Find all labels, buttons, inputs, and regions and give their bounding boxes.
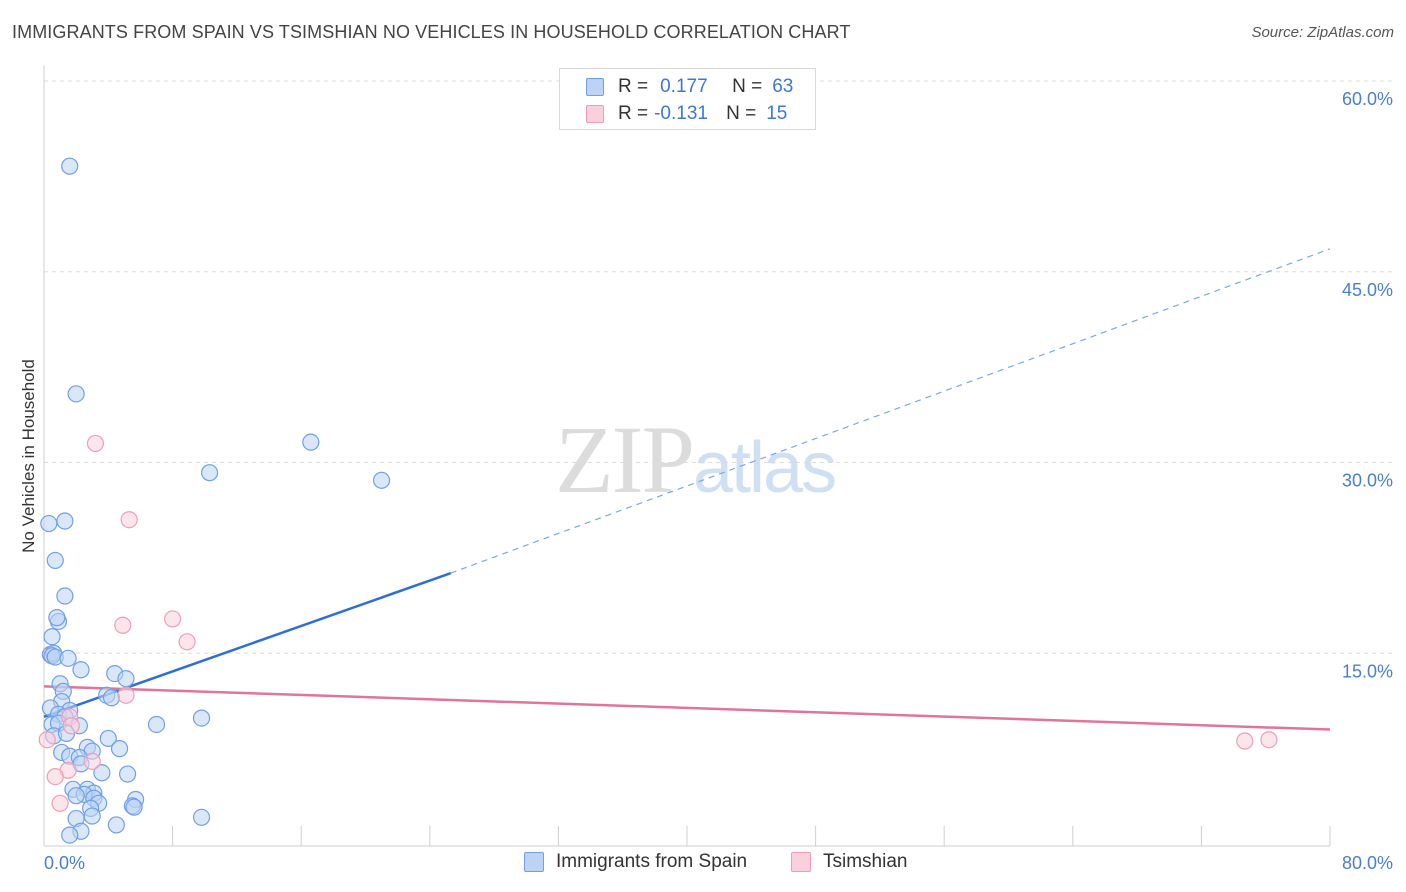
data-point-tsimshian [62, 717, 80, 735]
legend-swatch-tsimshian [586, 105, 604, 123]
data-point-spain [99, 729, 117, 748]
data-point-tsimshian [46, 768, 64, 786]
data-point-spain [61, 157, 79, 175]
data-point-spain [72, 661, 90, 679]
x-tick-label-min: 0.0% [44, 853, 85, 873]
data-point-spain [192, 709, 211, 727]
data-point-tsimshian [120, 511, 138, 529]
data-points [38, 157, 1278, 844]
data-point-spain [102, 689, 121, 707]
trend-line-spain-extension [450, 248, 1331, 574]
legend-n-label: N = [726, 103, 757, 124]
data-point-tsimshian [164, 610, 182, 628]
bottom-legend-label-spain: Immigrants from Spain [556, 851, 748, 872]
legend-n-value: 15 [766, 103, 788, 124]
legend-n-label: N = [732, 76, 763, 97]
data-point-spain [67, 385, 85, 403]
legend-row-spain: R = 0.177 N = 63 [586, 75, 793, 99]
data-point-spain [118, 765, 137, 783]
data-point-spain [200, 464, 219, 482]
source-label: Source: ZipAtlas.com [1251, 24, 1394, 41]
data-point-spain [40, 514, 58, 533]
legend-swatch-spain [586, 78, 604, 96]
x-tick-label-max: 80.0% [1342, 853, 1393, 873]
data-point-spain [192, 808, 211, 826]
data-point-spain [117, 670, 135, 688]
data-point-tsimshian [1236, 732, 1254, 750]
data-point-tsimshian [117, 686, 135, 704]
data-point-tsimshian [51, 794, 69, 812]
bottom-legend-swatch-tsimshian [791, 852, 811, 872]
data-point-spain [83, 807, 101, 825]
watermark-zip: ZIP [555, 406, 695, 513]
tick-labels: 15.0% 30.0% 45.0% 60.0% 0.0% 80.0% [44, 89, 1393, 873]
data-point-spain [302, 433, 320, 451]
watermark-atlas: atlas [693, 428, 837, 508]
bottom-legend-tsimshian: Tsimshian [791, 851, 907, 873]
data-point-spain [59, 649, 77, 667]
y-tick-label: 15.0% [1342, 661, 1393, 681]
grid-lines [44, 80, 1392, 654]
data-point-tsimshian [178, 633, 196, 651]
data-point-spain [61, 826, 79, 844]
data-point-tsimshian [38, 731, 56, 749]
y-tick-label: 60.0% [1342, 89, 1393, 109]
data-point-tsimshian [83, 752, 101, 770]
data-point-spain [147, 715, 166, 734]
data-point-spain [107, 816, 125, 834]
data-point-spain [48, 609, 66, 627]
watermark: ZIPatlas [555, 404, 837, 515]
data-point-spain [372, 471, 391, 489]
data-point-spain [56, 587, 74, 605]
correlation-legend: R = 0.177 N = 63 R = -0.131 N = 15 [559, 68, 816, 130]
legend-r-label: R = [618, 76, 649, 97]
y-tick-label: 30.0% [1342, 471, 1393, 491]
trend-line-tsimshian [43, 685, 1331, 731]
legend-r-value: 0.177 [660, 76, 708, 97]
data-point-spain [67, 787, 85, 805]
data-point-spain [125, 798, 143, 816]
bottom-legend-swatch-spain [524, 852, 544, 872]
data-point-spain [93, 764, 111, 782]
data-point-spain [56, 512, 74, 530]
chart-title: IMMIGRANTS FROM SPAIN VS TSIMSHIAN NO VE… [12, 22, 851, 42]
data-point-spain [46, 551, 64, 570]
axes [43, 66, 1331, 847]
bottom-legend-label-tsimshian: Tsimshian [823, 851, 908, 872]
data-point-tsimshian [1260, 731, 1278, 749]
data-point-spain [43, 628, 61, 646]
legend-row-tsimshian: R = -0.131 N = 15 [586, 102, 787, 126]
legend-n-value: 63 [772, 76, 794, 97]
data-point-tsimshian [86, 434, 105, 453]
trend-lines [43, 248, 1331, 731]
legend-r-value: -0.131 [654, 103, 708, 124]
data-point-spain [110, 740, 129, 758]
y-tick-label: 45.0% [1342, 280, 1393, 300]
legend-r-label: R = [618, 103, 649, 124]
y-axis-label: No Vehicles in Household [19, 359, 38, 553]
data-point-tsimshian [114, 616, 132, 634]
bottom-legend-spain: Immigrants from Spain [524, 851, 747, 873]
